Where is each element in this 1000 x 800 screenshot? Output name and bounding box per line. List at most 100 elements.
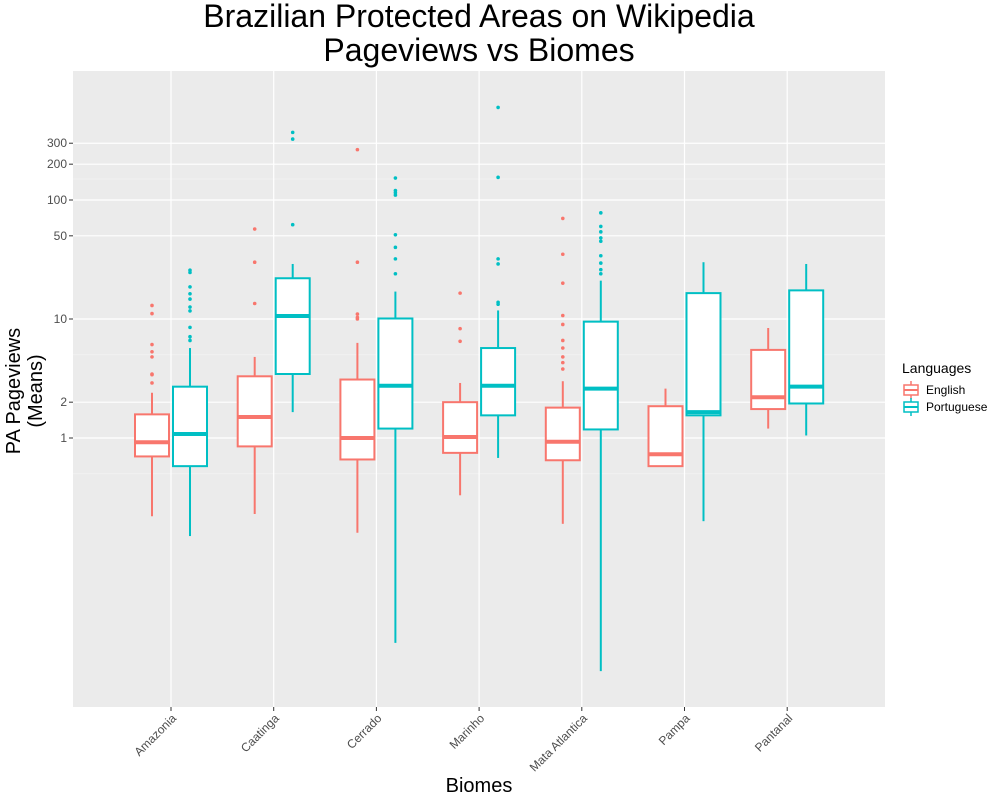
x-tick-label: Pampa <box>656 711 693 748</box>
box-iqr <box>544 406 581 462</box>
outlier-point <box>561 313 565 318</box>
box-iqr <box>647 405 684 468</box>
box-english <box>236 227 273 514</box>
outlier-point <box>496 257 500 261</box>
box-portuguese <box>685 262 722 522</box>
outlier-point <box>150 350 154 354</box>
box-iqr <box>788 289 825 405</box>
box-series <box>134 105 825 672</box>
x-axis: Amazonia Caatinga Cerrado Marinho Mata Atlan… <box>131 707 795 774</box>
outlier-point <box>393 245 398 250</box>
outlier-point <box>252 227 257 231</box>
y-axis-title: PA Pageviews (Means) <box>3 328 47 454</box>
outlier-point <box>355 312 360 316</box>
x-tick-label: Amazonia <box>131 711 179 759</box>
outlier-point <box>599 261 603 265</box>
outlier-point <box>561 355 565 359</box>
y-tick-label: 10 <box>54 312 68 326</box>
outlier-point <box>188 268 192 273</box>
box-english <box>442 291 479 496</box>
outlier-point <box>355 315 360 320</box>
outlier-point <box>150 303 154 308</box>
outlier-point <box>188 291 192 296</box>
outlier-point <box>150 372 154 376</box>
box-iqr <box>339 378 376 461</box>
outlier-point <box>496 105 500 110</box>
box-portuguese <box>582 211 619 672</box>
legend: Languages English Portuguese <box>902 360 988 416</box>
box-english <box>647 388 684 468</box>
y-tick-label: 300 <box>47 136 67 150</box>
outlier-point <box>188 285 192 289</box>
outlier-point <box>561 338 565 343</box>
outlier-point <box>150 342 154 347</box>
outlier-point <box>252 260 257 265</box>
outlier-point <box>599 253 603 258</box>
legend-item-portuguese: Portuguese <box>903 398 988 416</box>
legend-label: English <box>926 383 965 397</box>
outlier-point <box>188 325 192 330</box>
y-tick-label: 100 <box>47 193 67 207</box>
outlier-point <box>599 211 603 215</box>
outlier-point <box>290 137 295 141</box>
chart-subtitle: Pageviews vs Biomes <box>323 32 634 68</box>
outlier-point <box>188 297 192 301</box>
box-english <box>750 328 787 429</box>
x-tick-label: Cerrado <box>344 711 385 752</box>
outlier-point <box>150 381 154 385</box>
legend-label: Portuguese <box>926 400 988 414</box>
outlier-point <box>561 360 565 365</box>
outlier-point <box>599 267 603 272</box>
x-axis-title: Biomes <box>446 775 513 797</box>
outlier-point <box>290 130 295 135</box>
outlier-point <box>599 271 603 276</box>
outlier-point <box>458 326 462 331</box>
outlier-point <box>599 230 603 234</box>
outlier-point <box>458 291 462 295</box>
y-tick-label: 1 <box>60 431 67 445</box>
outlier-point <box>496 175 500 180</box>
outlier-point <box>496 262 500 266</box>
outlier-point <box>393 232 398 237</box>
outlier-point <box>561 281 565 285</box>
box-portuguese <box>377 176 414 643</box>
box-iqr <box>134 413 170 458</box>
box-iqr <box>685 292 722 417</box>
outlier-point <box>393 176 398 180</box>
legend-item-english: English <box>903 381 965 399</box>
y-tick-label: 200 <box>47 157 67 171</box>
y-tick-label: 2 <box>60 395 67 409</box>
box-iqr <box>750 348 787 411</box>
x-tick-label: Pantanal <box>752 711 795 754</box>
outlier-point <box>150 311 154 316</box>
box-iqr <box>172 385 208 468</box>
outlier-point <box>496 300 500 305</box>
grid-lines <box>73 71 885 707</box>
box-portuguese <box>172 268 208 537</box>
box-iqr <box>377 317 414 430</box>
box-english <box>339 147 376 533</box>
outlier-point <box>599 224 603 229</box>
box-english <box>544 216 581 524</box>
box-portuguese <box>788 263 825 436</box>
legend-title: Languages <box>902 360 971 376</box>
x-tick-label: Caatinga <box>238 711 282 755</box>
outlier-point <box>188 309 192 313</box>
outlier-point <box>355 147 360 152</box>
box-iqr <box>274 277 311 375</box>
y-axis-title-line2: (Means) <box>25 354 47 427</box>
outlier-point <box>561 346 565 350</box>
x-tick-label: Mata Atlantica <box>527 711 590 774</box>
y-tick-label: 50 <box>54 229 68 243</box>
y-axis-title-line1: PA Pageviews <box>3 328 25 454</box>
outlier-point <box>393 271 398 276</box>
box-portuguese <box>480 105 517 458</box>
outlier-point <box>150 355 154 359</box>
box-iqr <box>480 347 517 417</box>
legend-items: English Portuguese <box>903 381 988 416</box>
outlier-point <box>458 339 462 344</box>
outlier-point <box>561 367 565 371</box>
outlier-point <box>290 222 295 227</box>
outlier-point <box>561 252 565 257</box>
